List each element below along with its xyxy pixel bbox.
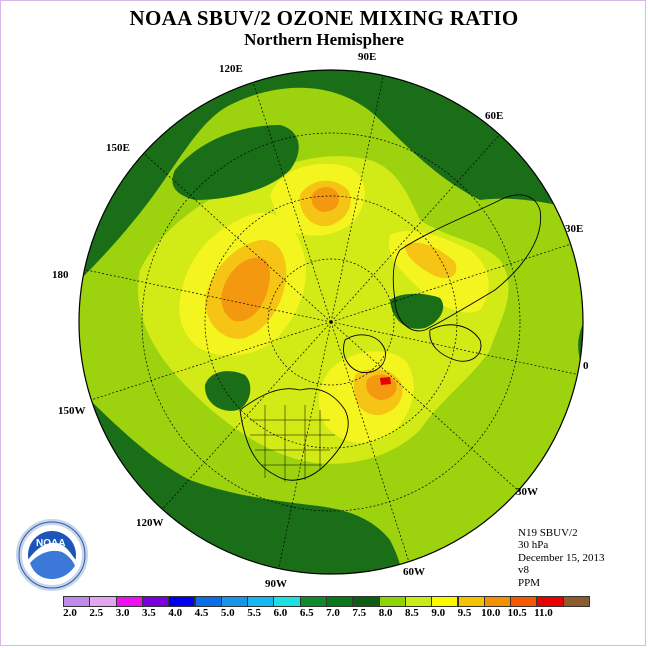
noaa-logo-text: NOAA bbox=[36, 538, 66, 549]
version-label: v8 bbox=[518, 564, 529, 577]
us-state-borders bbox=[250, 405, 335, 482]
lon-label-0: 0 bbox=[583, 360, 589, 372]
colorbar-swatch bbox=[352, 596, 380, 607]
colorbar-swatch bbox=[168, 596, 196, 607]
colorbar-tick-label: 7.5 bbox=[352, 607, 367, 619]
colorbar-swatch bbox=[194, 596, 222, 607]
date-label: December 15, 2013 bbox=[518, 551, 605, 564]
colorbar-tick-label: 9.5 bbox=[457, 607, 472, 619]
meridian-line bbox=[330, 134, 500, 323]
colorbar-tick-label: 11.0 bbox=[534, 607, 553, 619]
colorbar-swatch bbox=[483, 596, 512, 607]
orange-region-north bbox=[311, 186, 340, 212]
eurasia-coast bbox=[392, 194, 542, 332]
colorbar-swatch bbox=[247, 596, 275, 607]
colorbar-tick-label: 7.0 bbox=[326, 607, 340, 619]
instrument-label: N19 SBUV/2 bbox=[518, 527, 578, 539]
colorbar-swatch bbox=[326, 596, 354, 607]
meridian-line bbox=[278, 321, 332, 569]
colorbar-swatch bbox=[299, 596, 327, 607]
colorbar-tick-label: 8.5 bbox=[405, 607, 419, 619]
map-title: NOAA SBUV/2 OZONE MIXING RATIO bbox=[129, 6, 519, 30]
lon-label-150w: 150W bbox=[58, 405, 86, 417]
colorbar-tick-label: 4.0 bbox=[168, 607, 183, 619]
pressure-level-label: 30 hPa bbox=[518, 539, 549, 552]
colorbar-swatch bbox=[431, 596, 459, 607]
graticule bbox=[84, 75, 578, 569]
colorbar-swatch bbox=[89, 596, 117, 607]
lon-label-120e: 120E bbox=[219, 63, 243, 75]
units-label: PPM bbox=[518, 576, 541, 589]
meridian-line bbox=[330, 321, 410, 562]
colorbar-tick-label: 10.5 bbox=[507, 607, 527, 619]
meridian-line bbox=[330, 321, 519, 491]
colorbar-tick-label: 9.0 bbox=[431, 607, 446, 619]
colorbar-swatch bbox=[273, 596, 301, 607]
meridian-line bbox=[330, 75, 384, 323]
colorbar-swatch bbox=[457, 596, 485, 607]
colorbar-swatch bbox=[562, 596, 590, 607]
colorbar-swatch bbox=[536, 596, 564, 607]
gold-region-east bbox=[405, 242, 457, 279]
coastlines bbox=[239, 194, 542, 481]
lon-label-90e: 90E bbox=[358, 51, 377, 63]
lon-label-150e: 150E bbox=[106, 142, 130, 154]
colorbar-swatch bbox=[220, 596, 249, 607]
lon-label-30e: 30E bbox=[565, 223, 584, 235]
colorbar-swatch bbox=[63, 596, 91, 607]
meridian-line bbox=[162, 321, 332, 510]
lon-label-60e: 60E bbox=[485, 110, 504, 122]
meridian-line bbox=[330, 243, 571, 323]
colorbar-tick-label: 6.5 bbox=[299, 607, 314, 619]
map-boundary bbox=[78, 69, 584, 575]
colorbar-tick-label: 10.0 bbox=[481, 607, 501, 619]
dark-green-blob-pacific bbox=[204, 371, 251, 411]
meridian-lines bbox=[84, 75, 578, 569]
orange-region-west bbox=[221, 257, 270, 322]
meridian-line bbox=[330, 321, 578, 375]
meridian-line bbox=[252, 82, 332, 323]
latitude-circle-30n bbox=[141, 132, 521, 512]
colorbar-tick-label: 5.0 bbox=[220, 607, 235, 619]
dark-green-blob-siberia bbox=[390, 293, 444, 329]
dark-green-region-north bbox=[79, 70, 583, 290]
meridian-line bbox=[84, 269, 332, 323]
europe-coast bbox=[429, 324, 482, 362]
colorbar-swatch bbox=[115, 596, 143, 607]
colorbar-tick-label: 2.5 bbox=[89, 607, 104, 619]
north-america-coast bbox=[239, 388, 349, 481]
lon-label-30w: 30W bbox=[516, 486, 538, 498]
latitude-circle-50n bbox=[204, 195, 458, 449]
colorbar-tick-label: 3.0 bbox=[115, 607, 130, 619]
product-info: N19 SBUV/2 30 hPa December 15, 2013 v8 P… bbox=[518, 527, 604, 589]
colorbar-swatch bbox=[510, 596, 538, 607]
colorbar-tick-label: 8.0 bbox=[378, 607, 393, 619]
colorbar-tick-label: 6.0 bbox=[273, 607, 288, 619]
latitude-circle-70n bbox=[267, 258, 395, 386]
colorbar-swatch bbox=[404, 596, 433, 607]
ozone-field bbox=[79, 70, 583, 574]
greenland-coast bbox=[343, 334, 386, 373]
lon-label-90w: 90W bbox=[265, 578, 287, 590]
colorbar-tick-label: 3.5 bbox=[142, 607, 156, 619]
red-region-center bbox=[380, 377, 391, 385]
meridian-line bbox=[143, 153, 332, 323]
colorbar-tick-label: 4.5 bbox=[194, 607, 209, 619]
meridian-line bbox=[91, 321, 332, 401]
colorbar-swatch bbox=[141, 596, 170, 607]
colorbar-swatch bbox=[378, 596, 406, 607]
map-subtitle: Northern Hemisphere bbox=[244, 30, 404, 49]
colorbar-tick-label: 5.5 bbox=[247, 607, 261, 619]
colorbar-tick-label: 2.0 bbox=[63, 607, 77, 619]
lon-label-60w: 60W bbox=[403, 566, 425, 578]
lon-label-180: 180 bbox=[52, 269, 69, 281]
lon-label-120w: 120W bbox=[136, 517, 164, 529]
